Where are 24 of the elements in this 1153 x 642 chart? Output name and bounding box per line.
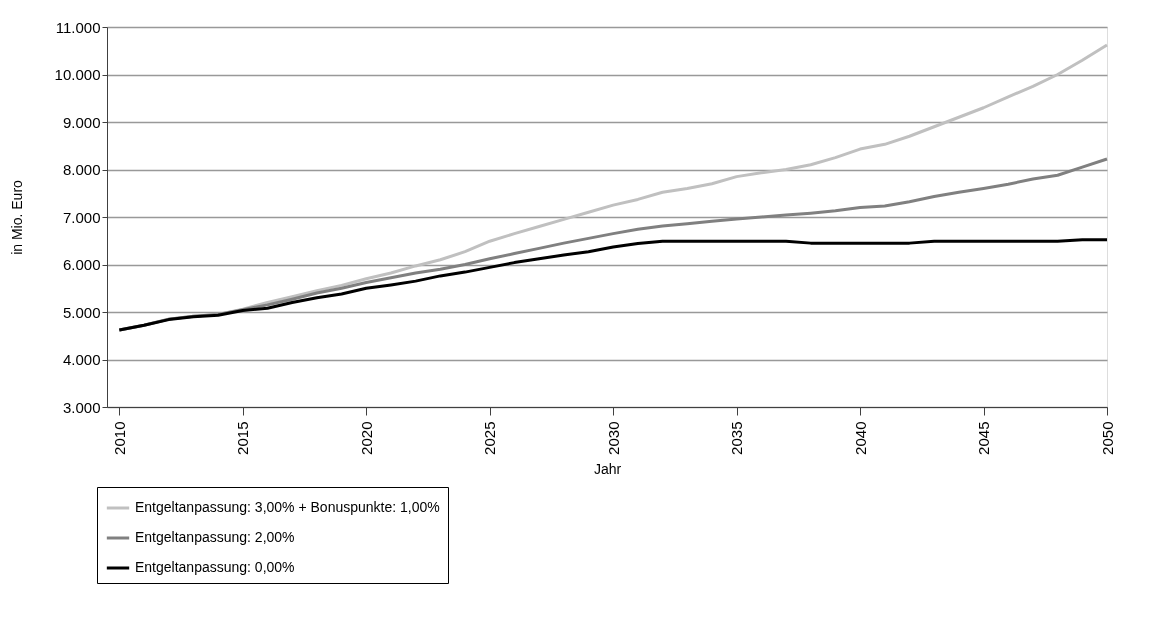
y-tick-label: 6.000 (62, 256, 101, 273)
y-tick-label: 4.000 (62, 351, 101, 368)
x-axis-title: Jahr (593, 460, 622, 477)
x-tick-label: 2010 (110, 421, 128, 455)
legend-label: Entgeltanpassung: 2,00% (135, 529, 295, 545)
y-tick-label: 10.000 (54, 66, 101, 83)
y-tick-label: 7.000 (62, 208, 101, 226)
x-tick-label: 2040 (851, 421, 869, 455)
x-tick-label: 2045 (975, 421, 993, 455)
y-tick-label: 9.000 (62, 113, 101, 131)
x-tick-label: 2015 (234, 421, 252, 455)
y-tick-label: 11.000 (55, 18, 101, 36)
y-axis-title: in Mio. Euro (8, 179, 25, 255)
x-tick-label: 2030 (604, 421, 622, 455)
y-tick-label: 3.000 (62, 398, 101, 416)
x-tick-label: 2020 (357, 421, 375, 455)
x-tick-label: 2035 (728, 421, 746, 455)
x-tick-label: 2025 (481, 421, 499, 455)
legend-label: Entgeltanpassung: 0,00% (135, 559, 295, 575)
y-tick-label: 8.000 (62, 161, 101, 178)
legend-label: Entgeltanpassung: 3,00% + Bonuspunkte: 1,00% (135, 499, 440, 515)
line-series (117, 238, 1109, 332)
y-tick-label: 5.000 (62, 303, 101, 321)
x-tick-label: 2050 (1098, 421, 1116, 455)
